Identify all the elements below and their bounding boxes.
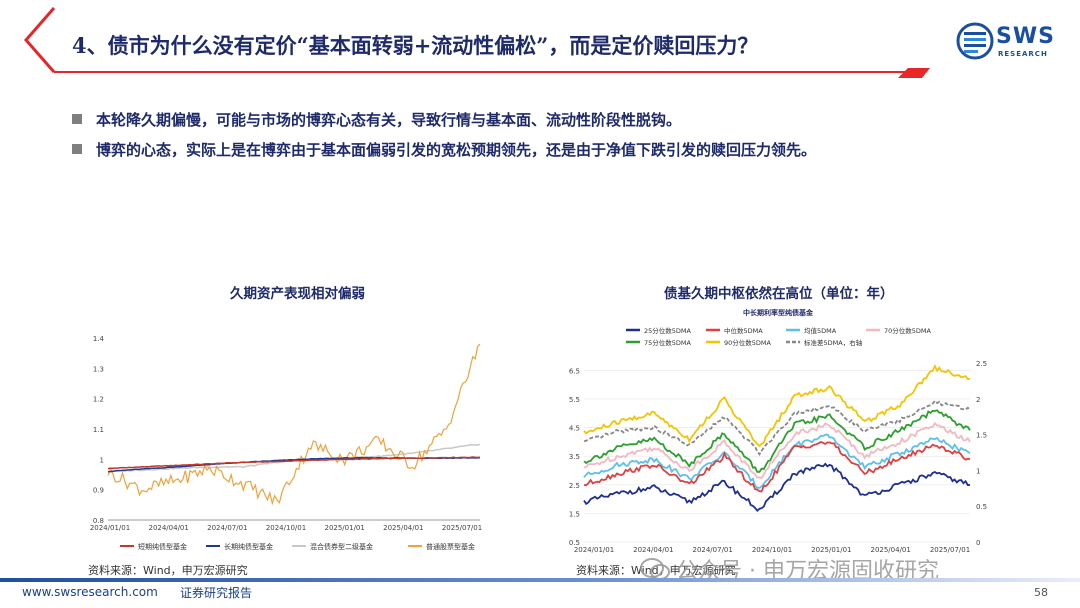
y-tick-label-left: 5.5: [569, 396, 580, 404]
x-tick-label: 2024/07/01: [692, 546, 732, 554]
legend-label: 混合债券型二级基金: [310, 542, 373, 551]
x-tick-label: 2024/07/01: [207, 524, 247, 532]
y-tick-label-right: 2.5: [976, 360, 987, 368]
series-line: [583, 441, 971, 493]
page-number: 58: [1034, 586, 1048, 599]
x-tick-label: 2024/01/01: [574, 546, 614, 554]
title-left-chevron: [24, 7, 56, 73]
series-line: [107, 343, 481, 506]
bullet-list: 本轮降久期偏慢，可能与市场的博弈心态有关，导致行情与基本面、流动性阶段性脱钩。 …: [72, 104, 1052, 164]
legend-label: 均值5DMA: [804, 326, 837, 335]
legend-label: 短期纯债型基金: [138, 542, 187, 551]
series-line: [583, 462, 971, 513]
y-tick-label: 1.2: [93, 396, 104, 404]
legend-label: 70分位数5DMA: [884, 326, 932, 335]
x-tick-label: 2025/01/01: [324, 524, 364, 532]
y-tick-label-left: 6.5: [569, 367, 580, 375]
right-chart-heading: 债基久期中枢依然在高位（单位：年）: [664, 286, 894, 302]
square-bullet-icon: [72, 144, 82, 154]
series-line: [107, 456, 481, 470]
x-tick-label: 2025/07/01: [442, 524, 482, 532]
series-line: [583, 433, 971, 489]
x-tick-label: 2024/01/01: [90, 524, 130, 532]
y-tick-label: 0.8: [93, 517, 104, 525]
y-tick-label-right: 1: [976, 467, 980, 475]
bullet-text: 本轮降久期偏慢，可能与市场的博弈心态有关，导致行情与基本面、流动性阶段性脱钩。: [96, 110, 682, 129]
footer-divider: [0, 578, 1080, 582]
left-chart: 0.8 0.9 1 1.1 1.2 1.3 1.4 2024/01/01 2024/04/01 2…: [84, 328, 494, 558]
y-tick-label-left: 0.5: [569, 539, 580, 547]
sws-logo-mark: [956, 22, 994, 60]
x-tick-label: 2025/04/01: [383, 524, 423, 532]
title-bar: [18, 6, 930, 86]
y-tick-label-left: 2.5: [569, 482, 580, 490]
series-line: [583, 409, 971, 473]
bullet-text: 博弈的心态，实际上是在博弈由于基本面偏弱引发的宽松预期领先，还是由于净值下跌引发…: [96, 140, 817, 159]
title-bar-frame: [24, 7, 930, 78]
y-tick-label-right: 0: [976, 539, 980, 547]
right-chart-subtitle: 中长期利率型纯债基金: [743, 308, 814, 317]
right-chart: 中长期利率型纯债基金 0.5 1.5 2.5 3.5 4.5 5.5 6.5 0 0.5 1 1.5 2…: [560, 306, 996, 558]
title-underline-tip: [898, 68, 930, 78]
logo-text: SWS: [996, 24, 1055, 49]
slide-title: 4、债市为什么没有定价“基本面转弱+流动性偏松”，而是定价赎回压力？: [72, 33, 759, 58]
series-line: [583, 363, 971, 448]
y-tick-label: 1: [100, 456, 104, 464]
x-tick-label: 2024/10/01: [266, 524, 306, 532]
legend-label: 中位数5DMA: [724, 326, 763, 335]
logo-subtext: RESEARCH: [998, 50, 1048, 58]
legend-label: 普通股票型基金: [426, 542, 475, 551]
legend-label: 25分位数5DMA: [644, 326, 692, 335]
y-tick-label-right: 2: [976, 396, 980, 404]
x-tick-label: 2025/01/01: [811, 546, 851, 554]
y-tick-label: 1.1: [93, 426, 104, 434]
series-line: [583, 421, 971, 479]
x-tick-label: 2024/10/01: [752, 546, 792, 554]
left-chart-heading: 久期资产表现相对偏弱: [230, 286, 365, 302]
x-tick-label: 2024/04/01: [148, 524, 188, 532]
y-tick-label: 0.9: [93, 487, 104, 495]
legend-label: 标准差5DMA，右轴: [804, 338, 863, 347]
right-chart-source: 资料来源：Wind，申万宏源研究: [576, 564, 736, 577]
y-tick-label-right: 1.5: [976, 432, 987, 440]
legend-label: 90分位数5DMA: [724, 338, 772, 347]
y-tick-label-left: 3.5: [569, 453, 580, 461]
bullet-item: 本轮降久期偏慢，可能与市场的博弈心态有关，导致行情与基本面、流动性阶段性脱钩。: [72, 104, 1052, 134]
y-tick-label-left: 1.5: [569, 510, 580, 518]
y-tick-label-right: 0.5: [976, 503, 987, 511]
legend-label: 长期纯债型基金: [224, 542, 273, 551]
legend-label: 75分位数5DMA: [644, 338, 692, 347]
series-line: [583, 399, 971, 456]
y-tick-label: 1.4: [93, 335, 105, 343]
square-bullet-icon: [72, 114, 82, 124]
x-tick-label: 2025/07/01: [930, 546, 970, 554]
right-chart-svg: 中长期利率型纯债基金 0.5 1.5 2.5 3.5 4.5 5.5 6.5 0 0.5 1 1.5 2…: [569, 308, 987, 554]
x-tick-label: 2025/04/01: [870, 546, 910, 554]
x-tick-label: 2024/04/01: [633, 546, 673, 554]
left-chart-svg: 0.8 0.9 1 1.1 1.2 1.3 1.4 2024/01/01 2024/04/01 2…: [90, 335, 482, 551]
sws-logo: SWS RESEARCH: [956, 22, 1066, 62]
bullet-item: 博弈的心态，实际上是在博弈由于基本面偏弱引发的宽松预期领先，还是由于净值下跌引发…: [72, 134, 1052, 164]
left-chart-source: 资料来源：Wind，申万宏源研究: [88, 564, 248, 577]
footer-report-label: 证券研究报告: [180, 586, 253, 600]
y-tick-label: 1.3: [93, 365, 104, 373]
footer-url[interactable]: www.swsresearch.com: [22, 585, 158, 599]
y-tick-label-left: 4.5: [569, 425, 580, 433]
